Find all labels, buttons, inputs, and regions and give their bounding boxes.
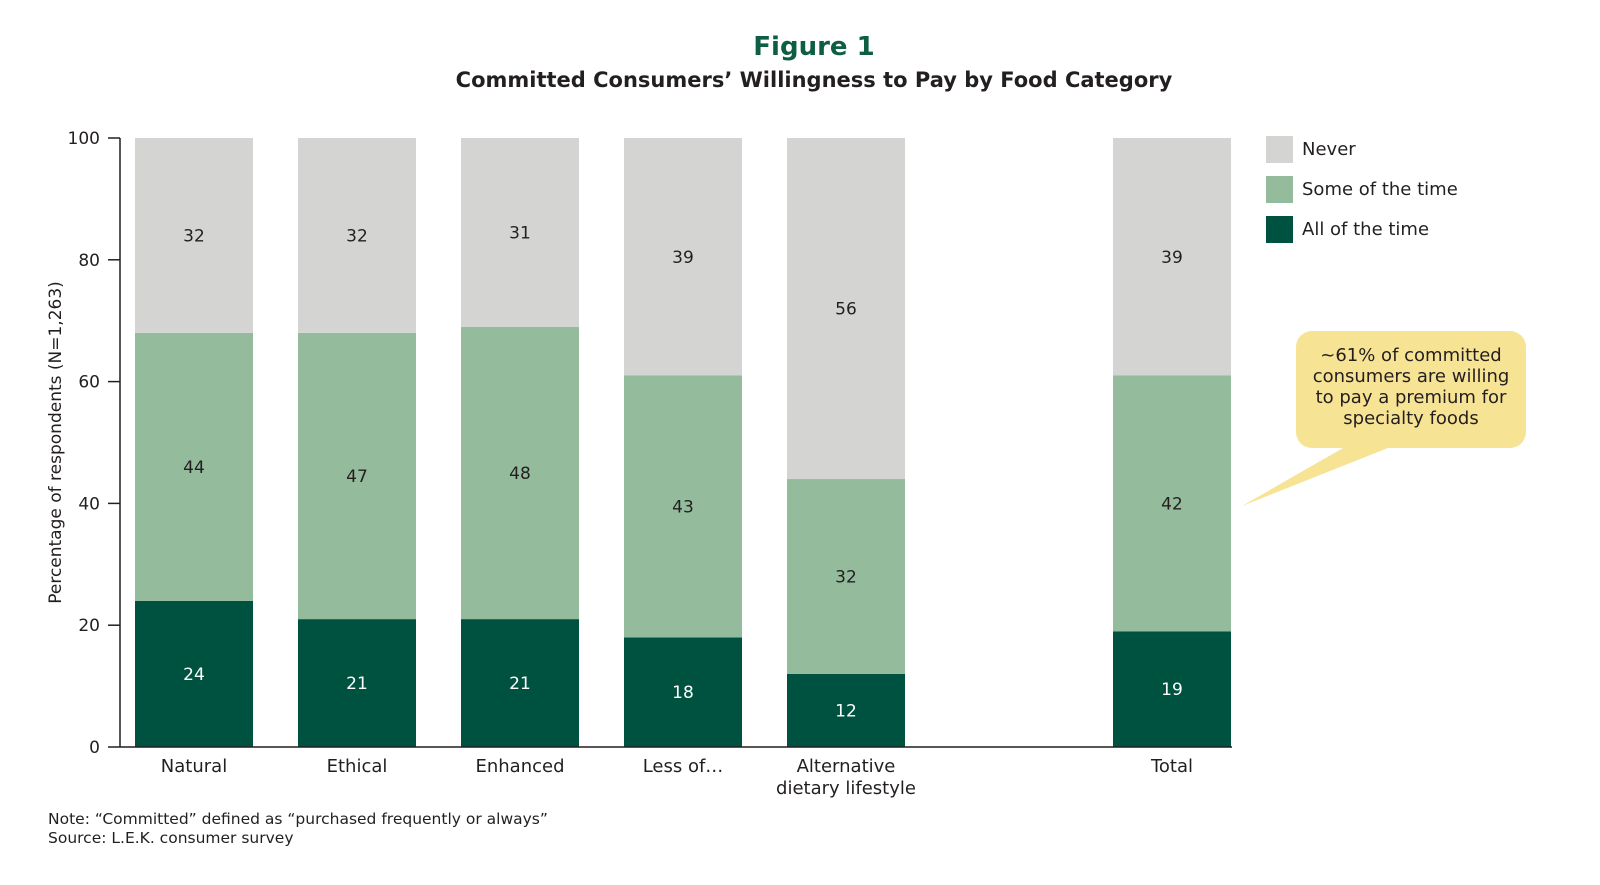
legend-label-some-of-the-time: Some of the time <box>1302 179 1458 200</box>
x-tick-label: Total <box>1150 756 1193 777</box>
legend-label-all-of-the-time: All of the time <box>1302 219 1430 240</box>
callout-line: to pay a premium for <box>1315 387 1507 408</box>
x-tick-label: Alternative <box>797 756 896 777</box>
bar-segment-all-of-the-time <box>135 600 253 747</box>
data-label: 44 <box>183 458 205 478</box>
bar-segment-never <box>1113 138 1231 376</box>
bar-segment-all-of-the-time <box>461 619 579 747</box>
chart-title: Committed Consumers’ Willingness to Pay … <box>455 68 1173 92</box>
bar-segment-some-of-the-time <box>1113 375 1231 632</box>
data-label: 42 <box>1161 494 1183 514</box>
bar-segment-some-of-the-time <box>135 332 253 601</box>
legend-swatch-some-of-the-time <box>1266 176 1293 203</box>
y-tick-label: 20 <box>78 616 100 636</box>
bar-segment-never <box>624 138 742 376</box>
bar-segment-never <box>787 138 905 480</box>
data-label: 39 <box>672 248 694 268</box>
y-tick-label: 80 <box>78 251 100 271</box>
data-label: 39 <box>1161 248 1183 268</box>
legend-swatch-never <box>1266 136 1293 163</box>
legend-swatch-all-of-the-time <box>1266 216 1293 243</box>
data-label: 19 <box>1161 680 1183 700</box>
data-label: 32 <box>183 226 205 246</box>
data-label: 32 <box>346 226 368 246</box>
x-tick-label: Enhanced <box>475 756 564 777</box>
legend: Never Some of the time All of the time <box>1266 136 1458 256</box>
y-axis-title: Percentage of respondents (N=1,263) <box>46 281 66 604</box>
bar-segment-all-of-the-time <box>298 619 416 747</box>
x-tick-label: Ethical <box>327 756 388 777</box>
y-tick-label: 100 <box>68 129 100 149</box>
x-tick-label: dietary lifestyle <box>776 778 916 799</box>
data-label: 24 <box>183 665 205 685</box>
x-tick-label: Natural <box>161 756 227 777</box>
note-text: Note: “Committed” defined as “purchased … <box>48 810 548 828</box>
bar-segment-never <box>461 138 579 327</box>
bar-segment-all-of-the-time <box>1113 631 1231 747</box>
bar-segment-never <box>298 138 416 333</box>
legend-label-never: Never <box>1302 139 1356 160</box>
legend-item-some-of-the-time: Some of the time <box>1266 176 1458 203</box>
figure-number: Figure 1 <box>753 32 875 62</box>
data-label: 47 <box>346 467 368 487</box>
data-label: 18 <box>672 683 694 703</box>
data-label: 21 <box>346 674 368 694</box>
bar-segment-some-of-the-time <box>298 332 416 620</box>
callout-box: ~61% of committed consumers are willing … <box>1296 331 1526 448</box>
y-tick-label: 40 <box>78 494 100 514</box>
bar-segment-some-of-the-time <box>461 326 579 620</box>
callout-line: ~61% of committed <box>1320 345 1502 366</box>
data-label: 48 <box>509 464 531 484</box>
legend-item-all-of-the-time: All of the time <box>1266 216 1458 243</box>
bar-segment-some-of-the-time <box>787 479 905 674</box>
data-label: 43 <box>672 497 694 517</box>
source-text: Source: L.E.K. consumer survey <box>48 829 294 847</box>
data-label: 31 <box>509 223 531 243</box>
x-tick-label: Less of… <box>643 756 724 777</box>
y-tick-label: 60 <box>78 373 100 393</box>
bar-segment-never <box>135 138 253 333</box>
footnote: Note: “Committed” defined as “purchased … <box>48 810 548 848</box>
data-label: 12 <box>835 701 857 721</box>
data-label: 21 <box>509 674 531 694</box>
callout-line: consumers are willing <box>1312 366 1510 387</box>
data-label: 32 <box>835 567 857 587</box>
bar-segment-some-of-the-time <box>624 375 742 638</box>
callout-line: specialty foods <box>1343 408 1479 429</box>
y-tick-label: 0 <box>89 738 100 758</box>
bar-segment-all-of-the-time <box>787 673 905 747</box>
bar-segment-all-of-the-time <box>624 637 742 747</box>
data-label: 56 <box>835 300 857 320</box>
legend-item-never: Never <box>1266 136 1458 163</box>
